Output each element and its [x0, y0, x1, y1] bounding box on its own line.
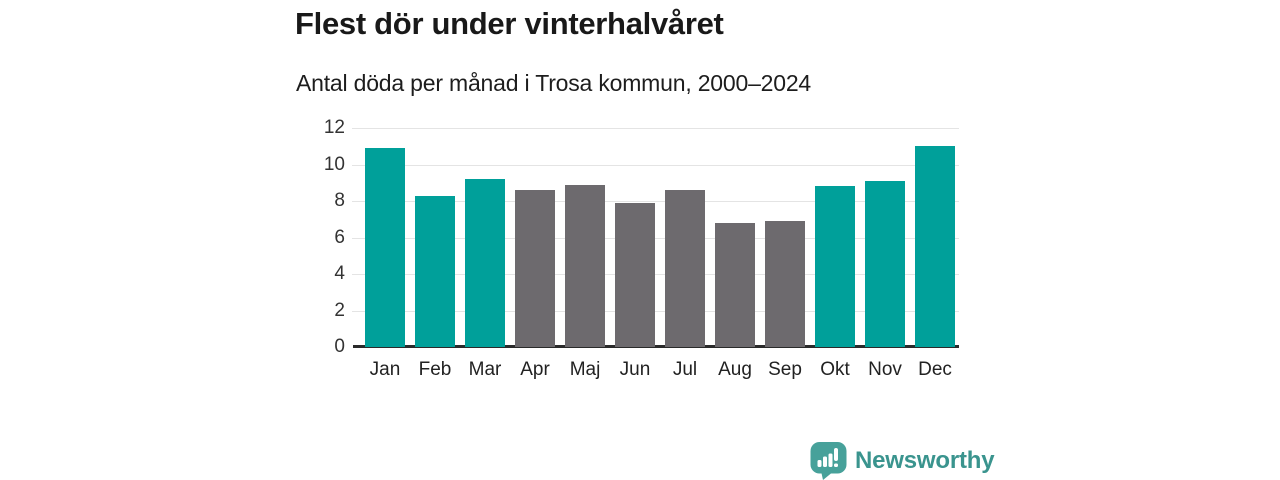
y-axis-tick-label: 4: [334, 263, 345, 284]
y-axis-tick-label: 8: [334, 190, 345, 211]
x-axis-label-jun: Jun: [619, 359, 651, 380]
x-axis-label-dec: Dec: [918, 359, 952, 380]
bar-okt: [815, 186, 855, 347]
gridline-6: [352, 238, 959, 239]
bar-feb: [415, 196, 455, 347]
x-axis-label-apr: Apr: [520, 359, 550, 380]
gridline-2: [352, 311, 959, 312]
bar-jul: [665, 190, 705, 347]
bar-jun: [615, 203, 655, 347]
x-axis-label-aug: Aug: [718, 359, 752, 380]
y-axis-tick-label: 0: [334, 336, 345, 357]
newsworthy-logo: Newsworthy: [810, 441, 995, 480]
x-axis-label-feb: Feb: [418, 359, 452, 380]
x-axis-label-jan: Jan: [369, 359, 401, 380]
y-axis-tick-label: 6: [334, 227, 345, 248]
gridline-12: [352, 128, 959, 129]
x-axis-label-jul: Jul: [672, 359, 698, 380]
gridline-4: [352, 274, 959, 275]
bar-mar: [465, 179, 505, 347]
x-axis-label-maj: Maj: [569, 359, 601, 380]
x-axis-label-mar: Mar: [468, 359, 502, 380]
y-axis-tick-label: 2: [334, 300, 345, 321]
bar-nov: [865, 181, 905, 347]
newsworthy-logo-icon: [810, 442, 847, 480]
x-axis-label-okt: Okt: [820, 359, 850, 380]
gridline-8: [352, 201, 959, 202]
bar-sep: [765, 221, 805, 347]
x-axis-label-sep: Sep: [768, 359, 802, 380]
bar-aug: [715, 223, 755, 347]
bar-maj: [565, 185, 605, 347]
y-axis-tick-label: 10: [323, 154, 345, 175]
chart-subtitle: Antal döda per månad i Trosa kommun, 200…: [296, 70, 812, 96]
bar-dec: [915, 146, 955, 347]
bar-jan: [365, 148, 405, 347]
gridline-10: [352, 165, 959, 166]
y-axis-tick-label: 12: [323, 117, 345, 138]
x-axis-line: [353, 345, 959, 348]
newsworthy-wordmark: Newsworthy: [855, 446, 995, 474]
chart-title: Flest dör under vinterhalvåret: [295, 6, 724, 41]
bar-apr: [515, 190, 555, 347]
x-axis-label-nov: Nov: [868, 359, 902, 380]
